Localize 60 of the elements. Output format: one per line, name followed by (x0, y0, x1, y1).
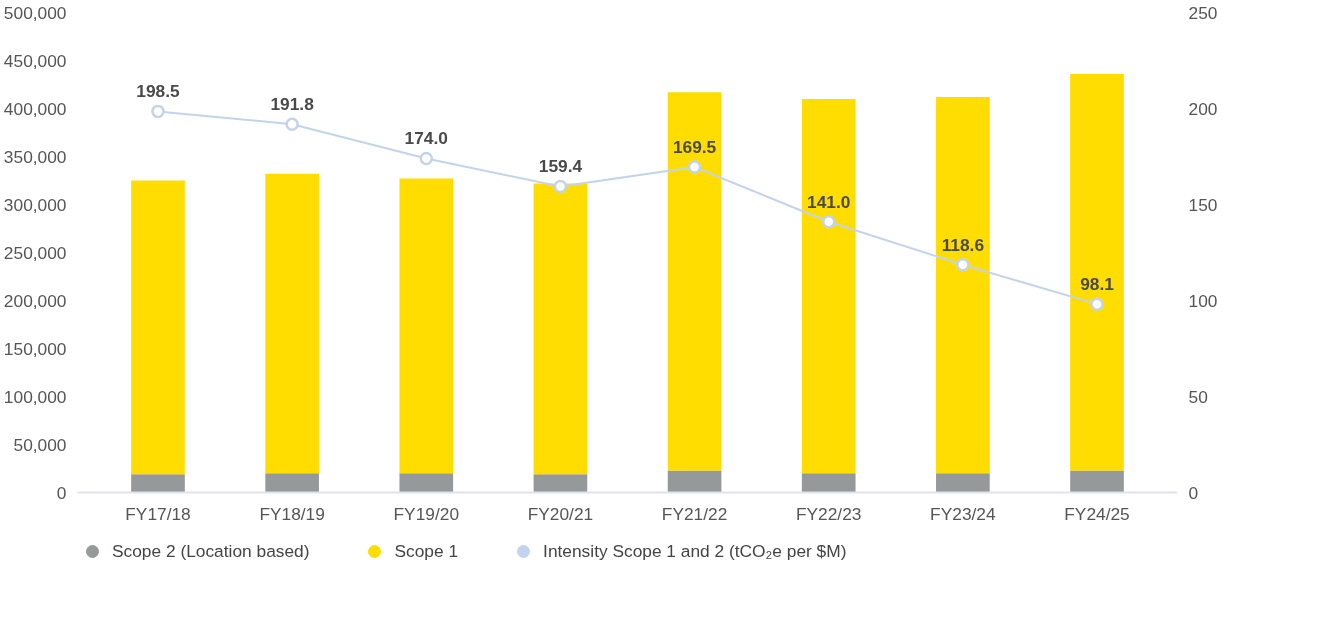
bar (667, 92, 722, 471)
legend-label: Scope 2 (Location based) (112, 540, 310, 562)
x-tick-label: FY17/18 (125, 503, 191, 524)
y2-tick-label: 200 (1188, 98, 1218, 119)
bar (667, 470, 722, 493)
bar (801, 473, 856, 493)
data-label: 141.0 (807, 191, 851, 212)
x-tick-label: FY19/20 (393, 503, 460, 524)
point (151, 104, 165, 119)
x-tick-label: FY20/21 (527, 503, 594, 524)
y2-tick-label: 150 (1188, 194, 1218, 215)
y-tick-label: 0 (56, 482, 67, 503)
bar (801, 98, 856, 474)
bar (533, 183, 588, 475)
x-tick-label: FY24/25 (1064, 503, 1130, 524)
x-tick-label: FY22/23 (795, 503, 862, 524)
y2-tick-label: 0 (1188, 482, 1199, 503)
point (285, 117, 299, 131)
point (687, 160, 702, 174)
y-tick-label: 450,000 (3, 50, 67, 71)
data-label: 159.4 (538, 156, 583, 177)
bar (265, 173, 319, 474)
x-tick-label: FY21/22 (661, 503, 728, 524)
point (1090, 297, 1104, 311)
data-label: 191.8 (270, 94, 315, 115)
y-tick-label: 150,000 (3, 338, 67, 359)
x-tick-label: FY18/19 (259, 503, 325, 524)
y-tick-label: 350,000 (3, 146, 67, 167)
x-tick-label: FY23/24 (930, 503, 996, 524)
y2-tick-label: 250 (1188, 2, 1218, 23)
bar (936, 473, 990, 493)
bar (1070, 73, 1124, 471)
data-label: 198.5 (136, 81, 181, 102)
y-tick-label: 300,000 (3, 194, 67, 215)
y-tick-label: 100,000 (3, 386, 67, 407)
bar (265, 473, 319, 493)
legend-label: Intensity Scope 1 and 2 (tCO₂e per $M) (543, 540, 847, 562)
legend-label: Scope 1 (394, 540, 459, 562)
point (956, 258, 970, 272)
bar (399, 473, 454, 493)
y2-tick-label: 100 (1188, 290, 1218, 311)
bar (399, 178, 454, 474)
point (419, 151, 434, 166)
point (821, 215, 836, 229)
bar (131, 474, 185, 493)
bar (936, 96, 990, 474)
point (553, 179, 568, 194)
y2-tick-label: 50 (1188, 386, 1208, 407)
y-tick-label: 200,000 (3, 290, 67, 311)
data-label: 174.0 (404, 128, 448, 149)
data-label: 118.6 (941, 234, 985, 255)
y-tick-label: 50,000 (13, 434, 67, 455)
data-label: 98.1 (1080, 274, 1115, 295)
y-tick-label: 400,000 (3, 98, 67, 119)
bar (1070, 470, 1124, 493)
y-tick-label: 250,000 (3, 242, 67, 263)
data-label: 169.5 (672, 137, 717, 158)
bar (131, 180, 185, 475)
y-tick-label: 500,000 (3, 2, 67, 23)
bar (533, 474, 588, 493)
